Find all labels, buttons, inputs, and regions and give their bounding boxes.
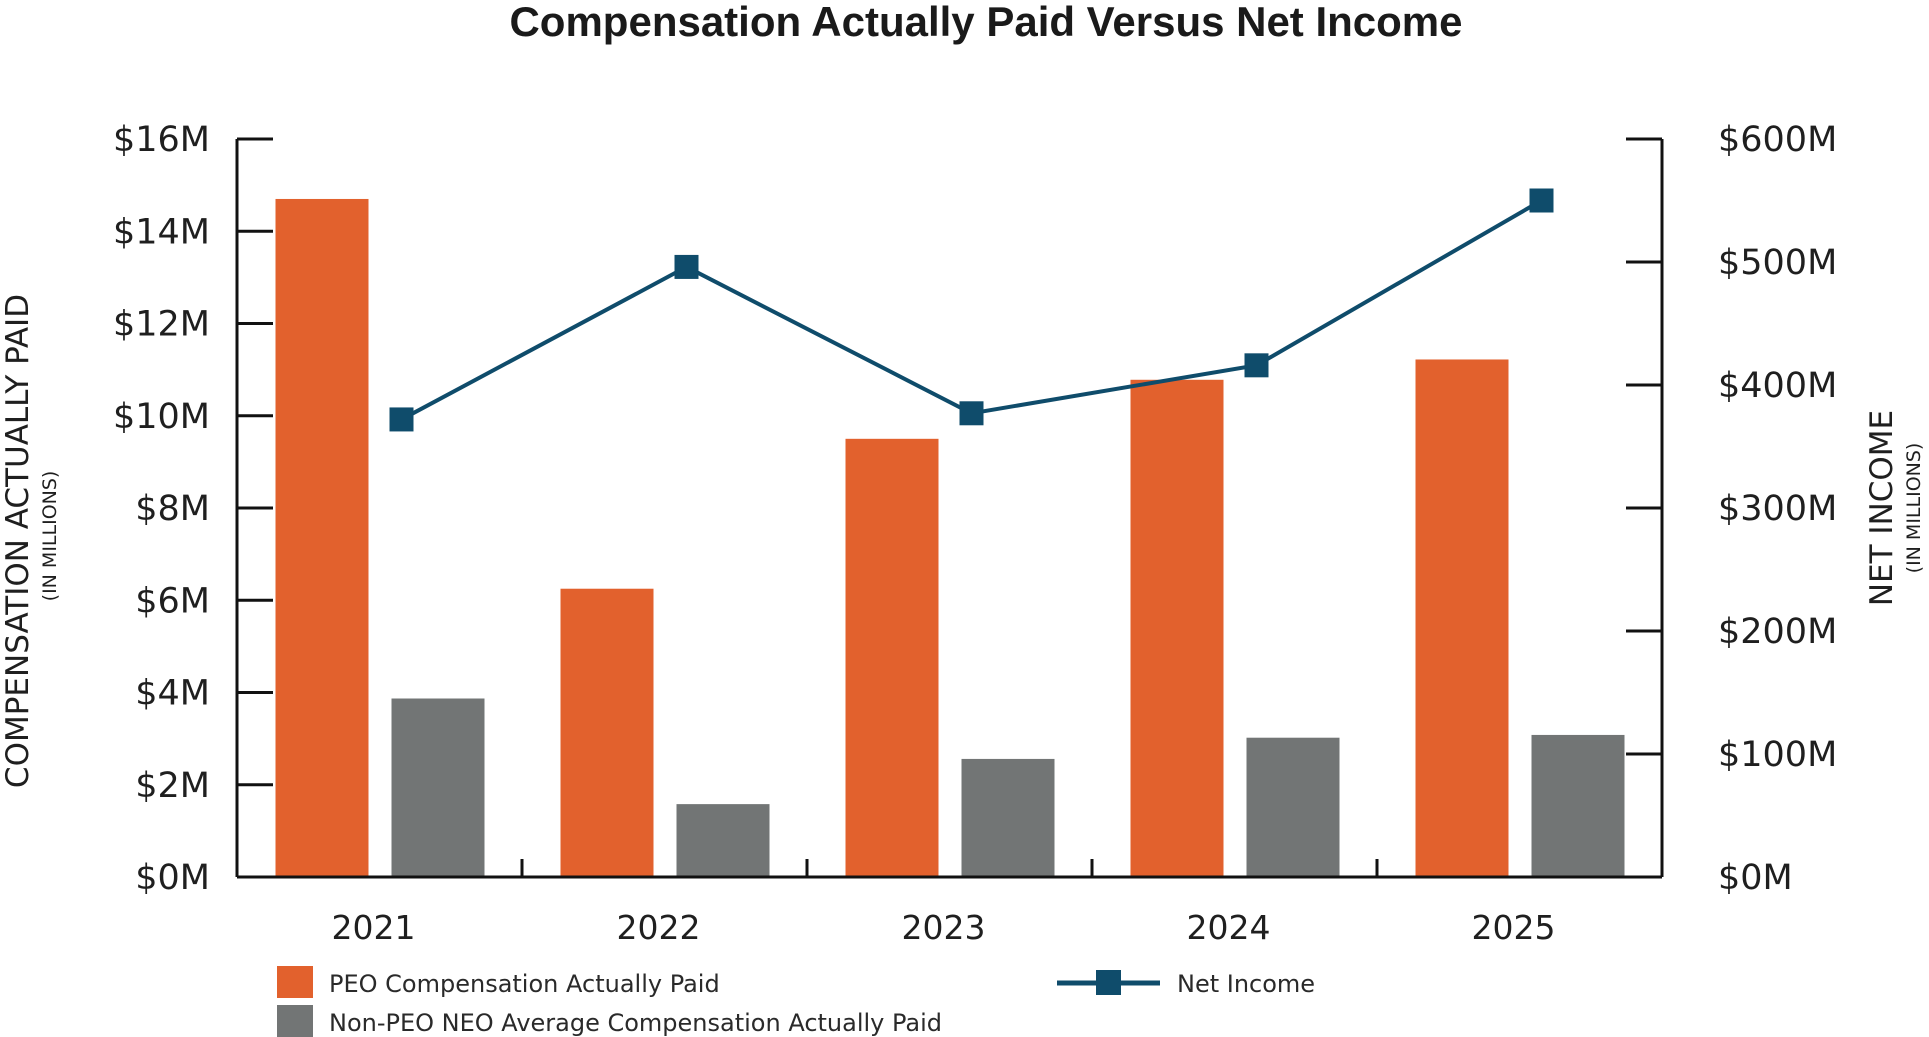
right-tick-label: $200M: [1718, 612, 1837, 652]
category-label-2022: 2022: [617, 908, 701, 947]
bar-non-peo-2021: [391, 698, 485, 877]
category-label-2021: 2021: [332, 908, 416, 947]
right-tick-label: $400M: [1718, 366, 1837, 406]
net-income-marker-2022: [674, 254, 699, 279]
left-axis-subtitle: (IN MILLIONS): [39, 471, 61, 602]
right-tick-label: $500M: [1718, 243, 1837, 283]
axes-layer: [235, 137, 1664, 879]
bar-peo-2025: [1415, 359, 1509, 877]
bar-peo-2022: [560, 588, 654, 877]
category-label-2023: 2023: [902, 908, 986, 947]
right-tick-label: $300M: [1718, 489, 1837, 529]
left-tick-label: $0M: [135, 858, 210, 898]
bar-non-peo-2023: [961, 758, 1055, 877]
legend-label-net-income: Net Income: [1177, 970, 1315, 998]
net-income-marker-2025: [1529, 188, 1554, 213]
bar-non-peo-2024: [1246, 737, 1340, 877]
right-tick-label: $600M: [1718, 120, 1837, 160]
right-axis-title: NET INCOME: [1864, 410, 1900, 606]
tick-labels-layer: $0M $2M $4M $6M $8M $10M $12M $14M $16M $0M $100M $…: [113, 120, 1837, 947]
left-axis-title: COMPENSATION ACTUALLY PAID: [0, 294, 36, 788]
left-tick-label: $16M: [113, 120, 210, 160]
legend-swatch-peo: [277, 966, 313, 998]
left-tick-label: $6M: [135, 581, 210, 621]
net-income-marker-2024: [1244, 353, 1269, 378]
net-income-line-layer: [389, 188, 1554, 432]
left-tick-label: $12M: [113, 305, 210, 345]
bar-non-peo-2022: [676, 804, 770, 877]
bar-peo-2021: [275, 198, 369, 877]
net-income-marker-2023: [959, 401, 984, 426]
bar-peo-2024: [1130, 379, 1224, 877]
legend-marker-net-income: [1096, 970, 1121, 995]
right-tick-label: $0M: [1718, 858, 1793, 898]
net-income-marker-2021: [389, 407, 414, 432]
legend-label-peo: PEO Compensation Actually Paid: [329, 970, 720, 998]
net-income-line: [400, 198, 1543, 422]
category-label-2025: 2025: [1472, 908, 1556, 947]
legend: PEO Compensation Actually Paid Non-PEO N…: [277, 966, 1315, 1037]
left-tick-label: $4M: [135, 674, 210, 714]
right-tick-label: $100M: [1718, 735, 1837, 775]
legend-swatch-non-peo: [277, 1005, 313, 1037]
legend-label-non-peo: Non-PEO NEO Average Compensation Actuall…: [329, 1009, 942, 1037]
left-tick-label: $14M: [113, 212, 210, 252]
bar-peo-2023: [845, 438, 939, 877]
left-tick-label: $10M: [113, 397, 210, 437]
left-axis-label: COMPENSATION ACTUALLY PAID (IN MILLIONS): [0, 294, 61, 788]
right-axis-subtitle: (IN MILLIONS): [1903, 443, 1925, 574]
chart-title: Compensation Actually Paid Versus Net In…: [509, 0, 1462, 45]
right-axis-label: NET INCOME (IN MILLIONS): [1864, 410, 1925, 606]
bars-layer: [275, 198, 1625, 877]
left-tick-label: $8M: [135, 489, 210, 529]
category-label-2024: 2024: [1187, 908, 1271, 947]
bar-non-peo-2025: [1531, 734, 1625, 877]
left-tick-label: $2M: [135, 766, 210, 806]
